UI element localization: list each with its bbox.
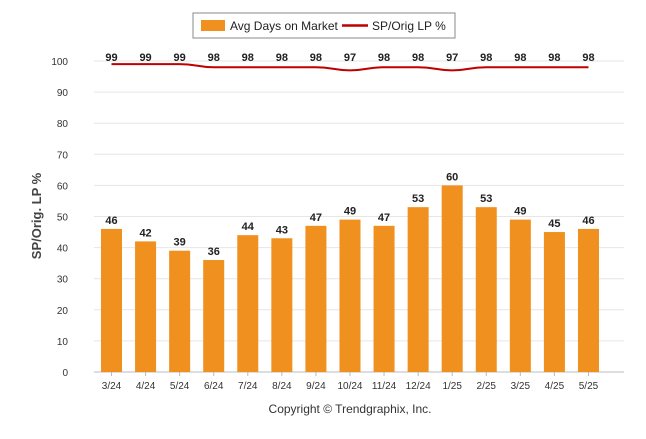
x-tick-label: 10/24 [337, 381, 362, 392]
line-data-label: 98 [208, 52, 220, 64]
legend-bar-label: Avg Days on Market [230, 19, 338, 33]
bar-data-label: 45 [548, 218, 560, 230]
bar [543, 232, 565, 372]
x-tick-label: 6/24 [204, 381, 224, 392]
bar-data-label: 42 [139, 227, 151, 239]
bar-data-label: 53 [412, 193, 424, 205]
legend-bar-swatch [201, 20, 225, 31]
bar-data-label: 47 [310, 212, 322, 224]
line-series [111, 63, 589, 72]
y-tick-label: 40 [57, 244, 69, 255]
x-tick-label: 3/24 [102, 381, 122, 392]
x-tick-label: 1/25 [442, 381, 462, 392]
bar [509, 219, 531, 372]
y-tick-label: 70 [57, 150, 69, 161]
line-data-label: 98 [412, 52, 424, 64]
x-tick-label: 3/25 [511, 381, 531, 392]
copyright-footer: Copyright © Trendgraphix, Inc. [269, 402, 432, 416]
x-tick-label: 8/24 [272, 381, 292, 392]
line-data-label: 98 [514, 52, 526, 64]
bar [237, 235, 259, 372]
x-axis: 3/24 4/24 5/24 6/24 7/24 8/24 9/24 10/24 11/24 12… [102, 372, 599, 392]
x-tick-label: 9/24 [306, 381, 326, 392]
x-tick-label: 4/25 [545, 381, 565, 392]
legend-box [192, 12, 456, 39]
line-data-label: 98 [548, 52, 560, 64]
bar [203, 260, 225, 372]
x-tick-label: 11/24 [372, 381, 397, 392]
y-tick-label: 60 [57, 181, 69, 192]
bar-data-label: 49 [344, 206, 356, 218]
sp-orig-lp-line [111, 63, 589, 72]
bar [305, 225, 327, 372]
x-tick-label: 12/24 [406, 381, 431, 392]
bar [339, 219, 361, 372]
bar [407, 207, 429, 372]
line-data-label: 98 [276, 52, 288, 64]
line-data-labels: 99 99 99 98 98 98 98 97 98 98 97 98 98 98 98 [105, 52, 594, 64]
bar-data-label: 39 [174, 237, 186, 249]
line-data-label: 99 [105, 52, 117, 64]
x-tick-label: 2/25 [477, 381, 497, 392]
bar-data-label: 43 [276, 224, 288, 236]
y-tick-label: 30 [57, 275, 69, 286]
line-data-label: 97 [446, 52, 458, 64]
y-tick-label: 100 [51, 57, 68, 68]
line-data-label: 99 [139, 52, 151, 64]
line-data-label: 98 [480, 52, 492, 64]
y-tick-label: 90 [57, 88, 69, 99]
y-tick-label: 0 [62, 368, 68, 379]
bar-data-label: 53 [480, 193, 492, 205]
bar-data-label: 49 [514, 206, 526, 218]
x-tick-label: 5/24 [170, 381, 190, 392]
bar-data-label: 46 [105, 215, 117, 227]
y-tick-label: 80 [57, 119, 69, 130]
legend-line-label: SP/Orig LP % [372, 19, 446, 33]
y-axis: 0 10 20 30 40 50 60 70 80 90 100 [51, 57, 68, 379]
line-data-label: 98 [378, 52, 390, 64]
line-data-label: 99 [174, 52, 186, 64]
bar-data-label: 60 [446, 171, 458, 183]
y-tick-label: 20 [57, 306, 69, 317]
bar-data-labels: 46 42 39 36 44 43 47 49 47 53 60 53 49 45 46 [105, 171, 594, 258]
bar-data-label: 44 [242, 221, 255, 233]
bar [441, 185, 463, 372]
y-tick-label: 10 [57, 337, 69, 348]
bar [475, 207, 497, 372]
x-tick-label: 7/24 [238, 381, 258, 392]
legend: Avg Days on Market SP/Orig LP % [192, 12, 456, 39]
line-data-label: 98 [242, 52, 254, 64]
y-axis-title: SP/Orig. LP % [29, 172, 44, 259]
bar [271, 238, 293, 372]
bar-data-label: 46 [582, 215, 594, 227]
bar [373, 225, 395, 372]
bar-series [101, 185, 599, 372]
line-data-label: 98 [310, 52, 322, 64]
y-tick-label: 50 [57, 213, 69, 224]
bar [577, 228, 599, 372]
line-data-label: 98 [582, 52, 594, 64]
bar [135, 241, 157, 372]
line-data-label: 97 [344, 52, 356, 64]
bar-data-label: 36 [208, 246, 220, 258]
bar-data-label: 47 [378, 212, 390, 224]
bar [101, 228, 122, 372]
bar [169, 250, 191, 372]
x-tick-label: 5/25 [579, 381, 599, 392]
x-tick-label: 4/24 [136, 381, 156, 392]
